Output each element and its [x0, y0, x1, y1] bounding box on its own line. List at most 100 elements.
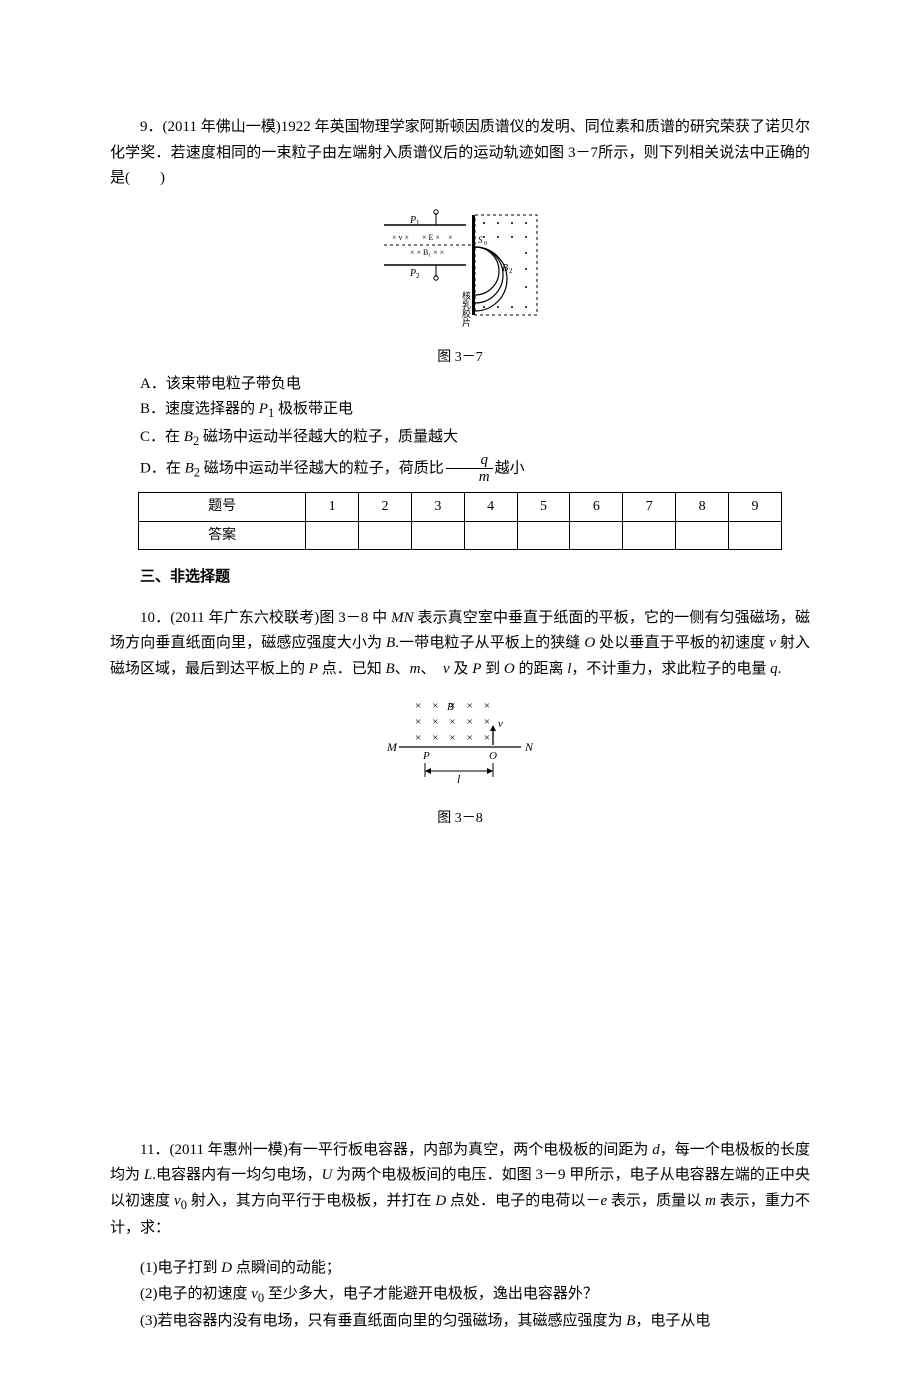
svg-text:× v ×: × v ×	[392, 233, 409, 242]
svg-text:× × × × ×: × × × × ×	[415, 716, 490, 728]
p1D: D	[221, 1260, 232, 1276]
q11-D: D	[435, 1193, 446, 1209]
optC-post: 磁场中运动半径越大的粒子，质量越大	[199, 429, 458, 445]
q11-m: m	[705, 1193, 716, 1209]
q10-m2: .	[778, 661, 782, 677]
svg-text:v: v	[498, 718, 503, 730]
svg-text:O: O	[489, 750, 497, 762]
col-2: 2	[359, 492, 412, 521]
svg-text:核乳胶片: 核乳胶片	[461, 289, 471, 327]
svg-text:0: 0	[484, 241, 487, 247]
table-row: 题号 1 2 3 4 5 6 7 8 9	[139, 492, 782, 521]
fig38-caption: 图 3－8	[110, 807, 810, 831]
optC-B: B	[184, 429, 193, 445]
ans-cell	[464, 521, 517, 550]
svg-text:B: B	[447, 701, 454, 713]
svg-text:N: N	[524, 740, 534, 754]
q10-MN: MN	[391, 610, 414, 626]
fig37-caption: 图 3－7	[110, 346, 810, 370]
svg-text:M: M	[386, 740, 398, 754]
q11-v0: v	[174, 1193, 181, 1209]
ans-cell	[570, 521, 623, 550]
q10-P: P	[309, 661, 318, 677]
svg-text:2: 2	[509, 267, 513, 275]
q10-f: 点．已知	[318, 661, 386, 677]
q10-i: 及	[450, 661, 473, 677]
q10-k: 的距离	[515, 661, 568, 677]
col-9: 9	[729, 492, 782, 521]
col-1: 1	[306, 492, 359, 521]
q11-g: 表示，质量以	[607, 1193, 705, 1209]
q10-stem: 10．(2011 年广东六校联考)图 3－8 中 MN 表示真空室中垂直于纸面的…	[110, 606, 810, 683]
p2b: 至少多大，电子才能避开电极板，逸出电容器外？	[264, 1286, 598, 1302]
blank-space	[110, 833, 810, 1123]
optD-B: B	[185, 460, 194, 476]
q11-L: L	[144, 1167, 152, 1183]
svg-text:S: S	[478, 235, 483, 245]
p1b: 点瞬间的动能；	[232, 1260, 341, 1276]
svg-text:2: 2	[416, 272, 420, 280]
p3a: (3)若电容器内没有电场，只有垂直纸面向里的匀强磁场，其磁感应强度为	[140, 1313, 626, 1329]
optB-pre: B．速度选择器的	[140, 401, 259, 417]
optD-pre: D．在	[140, 460, 185, 476]
p3b: ，电子从电	[635, 1313, 710, 1329]
q10-d: 处以垂直于平板的初速度	[595, 635, 769, 651]
th-number: 题号	[139, 492, 306, 521]
p1a: (1)电子打到	[140, 1260, 221, 1276]
optD-mid: 磁场中运动半径越大的粒子，荷质比	[200, 460, 444, 476]
col-6: 6	[570, 492, 623, 521]
q10-B2: B	[385, 661, 394, 677]
p2v: v	[251, 1286, 258, 1302]
section-3-heading: 三、非选择题	[110, 565, 810, 591]
q10-O2: O	[504, 661, 515, 677]
optB-post: 极板带正电	[274, 401, 353, 417]
q11-number: 11．	[140, 1142, 170, 1158]
q11-source: (2011 年惠州一模)	[170, 1142, 288, 1158]
frac-q: q	[446, 452, 493, 470]
q9-source: (2011 年佛山一模)	[163, 119, 281, 135]
ans-cell	[359, 521, 412, 550]
q10-v2: v	[443, 661, 450, 677]
q10-j: 到	[481, 661, 504, 677]
svg-text:1: 1	[416, 219, 420, 227]
q10-v: v	[769, 635, 776, 651]
q10-O: O	[584, 635, 595, 651]
q11-part3: (3)若电容器内没有电场，只有垂直纸面向里的匀强磁场，其磁感应强度为 B，电子从…	[110, 1309, 810, 1335]
fig38-svg: × × × × × × × × × × × × × × × B v M N P …	[375, 697, 545, 797]
q10-a: 图 3－8 中	[319, 610, 391, 626]
ans-cell	[517, 521, 570, 550]
figure-3-7: P1 P2 × v × × E × × × × B₁ × × S0 B2 核乳胶…	[110, 207, 810, 370]
col-4: 4	[464, 492, 517, 521]
q9-optD: D．在 B2 磁场中运动半径越大的粒子，荷质比qm越小	[110, 452, 810, 486]
q9-optC: C．在 B2 磁场中运动半径越大的粒子，质量越大	[110, 425, 810, 452]
q9-optB: B．速度选择器的 P1 极板带正电	[110, 397, 810, 424]
svg-text:P: P	[422, 750, 430, 762]
col-5: 5	[517, 492, 570, 521]
q10-g: 、	[395, 661, 410, 677]
svg-text:× × B₁ × ×: × × B₁ × ×	[410, 248, 444, 257]
ans-cell	[729, 521, 782, 550]
svg-text:×: ×	[448, 233, 453, 242]
optB-P: P	[259, 401, 268, 417]
fig37-svg: P1 P2 × v × × E × × × × B₁ × × S0 B2 核乳胶…	[374, 207, 546, 337]
q9-optA: A．该束带电粒子带负电	[110, 372, 810, 398]
q10-c: .一带电粒子从平板上的狭缝	[395, 635, 584, 651]
q10-B: B	[386, 635, 395, 651]
table-row: 答案	[139, 521, 782, 550]
ans-cell	[623, 521, 676, 550]
qm-fraction: qm	[446, 452, 493, 486]
q11-part1: (1)电子打到 D 点瞬间的动能；	[110, 1256, 810, 1282]
q9-number: 9．	[140, 119, 163, 135]
q10-m: m	[410, 661, 421, 677]
q11-a: 有一平行板电容器，内部为真空，两个电极板的间距为	[288, 1142, 652, 1158]
q10-q: q	[770, 661, 778, 677]
q10-ll: ，不计重力，求此粒子的电量	[571, 661, 770, 677]
q11-part2: (2)电子的初速度 v0 至少多大，电子才能避开电极板，逸出电容器外？	[110, 1282, 810, 1309]
svg-text:× × × × ×: × × × × ×	[415, 732, 490, 744]
q11-stem: 11．(2011 年惠州一模)有一平行板电容器，内部为真空，两个电极板的间距为 …	[110, 1138, 810, 1242]
optC-pre: C．在	[140, 429, 184, 445]
col-8: 8	[676, 492, 729, 521]
frac-m: m	[446, 469, 493, 486]
q11-d: d	[652, 1142, 660, 1158]
p2a: (2)电子的初速度	[140, 1286, 251, 1302]
